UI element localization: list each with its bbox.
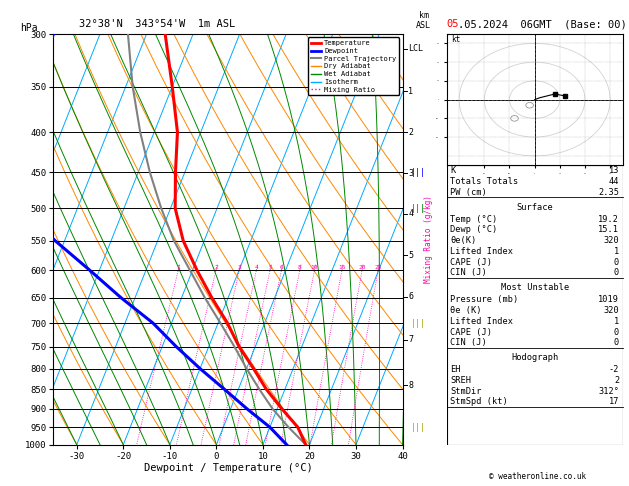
Text: 7: 7	[408, 335, 413, 344]
Text: 5: 5	[408, 251, 413, 260]
Text: 6: 6	[279, 265, 283, 270]
Text: |||: |||	[411, 423, 426, 432]
Text: 2: 2	[214, 265, 218, 270]
Text: CAPE (J): CAPE (J)	[450, 328, 492, 336]
Text: |||: |||	[411, 318, 426, 328]
Text: 4: 4	[408, 209, 413, 219]
Text: EH: EH	[450, 365, 460, 374]
Text: 1: 1	[614, 247, 619, 256]
Text: 2: 2	[408, 128, 413, 137]
X-axis label: Dewpoint / Temperature (°C): Dewpoint / Temperature (°C)	[143, 464, 313, 473]
Text: km
ASL: km ASL	[416, 11, 431, 30]
Text: 20: 20	[359, 265, 366, 270]
Text: Pressure (mb): Pressure (mb)	[450, 295, 518, 304]
Text: CIN (J): CIN (J)	[450, 268, 487, 278]
Text: 6: 6	[408, 292, 413, 301]
Text: |||: |||	[411, 168, 426, 177]
Text: 320: 320	[603, 236, 619, 245]
Text: 0: 0	[614, 338, 619, 347]
Text: Surface: Surface	[516, 203, 553, 212]
Text: 1: 1	[176, 265, 180, 270]
Text: 15.1: 15.1	[598, 226, 619, 234]
Text: SREH: SREH	[450, 376, 471, 385]
Text: 320: 320	[603, 306, 619, 315]
Text: 5: 5	[268, 265, 272, 270]
Text: 8: 8	[298, 265, 302, 270]
Text: 8: 8	[408, 381, 413, 390]
Text: Hodograph: Hodograph	[511, 353, 559, 363]
Text: 05: 05	[447, 19, 459, 29]
Text: 19.2: 19.2	[598, 215, 619, 224]
Text: 1: 1	[614, 317, 619, 326]
Text: 25: 25	[374, 265, 382, 270]
Text: 2: 2	[614, 376, 619, 385]
Text: 44: 44	[609, 177, 619, 186]
Text: 1019: 1019	[598, 295, 619, 304]
Legend: Temperature, Dewpoint, Parcel Trajectory, Dry Adiabat, Wet Adiabat, Isotherm, Mi: Temperature, Dewpoint, Parcel Trajectory…	[308, 37, 399, 95]
Text: StmDir: StmDir	[450, 387, 482, 396]
Text: 2.35: 2.35	[598, 188, 619, 197]
Text: 1: 1	[408, 87, 413, 96]
Text: PW (cm): PW (cm)	[450, 188, 487, 197]
Text: LCL: LCL	[408, 44, 423, 53]
Text: Mixing Ratio (g/kg): Mixing Ratio (g/kg)	[424, 195, 433, 283]
Text: CIN (J): CIN (J)	[450, 338, 487, 347]
Text: 0: 0	[614, 268, 619, 278]
Text: Dewp (°C): Dewp (°C)	[450, 226, 498, 234]
Text: © weatheronline.co.uk: © weatheronline.co.uk	[489, 472, 586, 481]
Text: K: K	[450, 166, 455, 175]
Text: 3: 3	[408, 169, 413, 178]
Text: hPa: hPa	[20, 23, 38, 33]
Text: θe(K): θe(K)	[450, 236, 476, 245]
Text: Temp (°C): Temp (°C)	[450, 215, 498, 224]
Text: Totals Totals: Totals Totals	[450, 177, 518, 186]
Text: -2: -2	[609, 365, 619, 374]
Text: |||: |||	[411, 204, 426, 213]
Text: 32°38'N  343°54'W  1m ASL: 32°38'N 343°54'W 1m ASL	[79, 19, 235, 29]
Text: 0: 0	[614, 258, 619, 267]
Text: 10: 10	[311, 265, 318, 270]
Text: 4: 4	[255, 265, 259, 270]
Text: 15: 15	[338, 265, 346, 270]
Text: .05.2024  06GMT  (Base: 00): .05.2024 06GMT (Base: 00)	[458, 19, 626, 29]
Text: θe (K): θe (K)	[450, 306, 482, 315]
Text: 3: 3	[237, 265, 241, 270]
Text: 13: 13	[609, 166, 619, 175]
Text: Lifted Index: Lifted Index	[450, 317, 513, 326]
Text: CAPE (J): CAPE (J)	[450, 258, 492, 267]
Text: Most Unstable: Most Unstable	[501, 283, 569, 293]
Text: kt: kt	[452, 35, 461, 44]
Text: StmSpd (kt): StmSpd (kt)	[450, 398, 508, 406]
Text: 17: 17	[609, 398, 619, 406]
Text: 312°: 312°	[598, 387, 619, 396]
Text: 0: 0	[614, 328, 619, 336]
Text: Lifted Index: Lifted Index	[450, 247, 513, 256]
